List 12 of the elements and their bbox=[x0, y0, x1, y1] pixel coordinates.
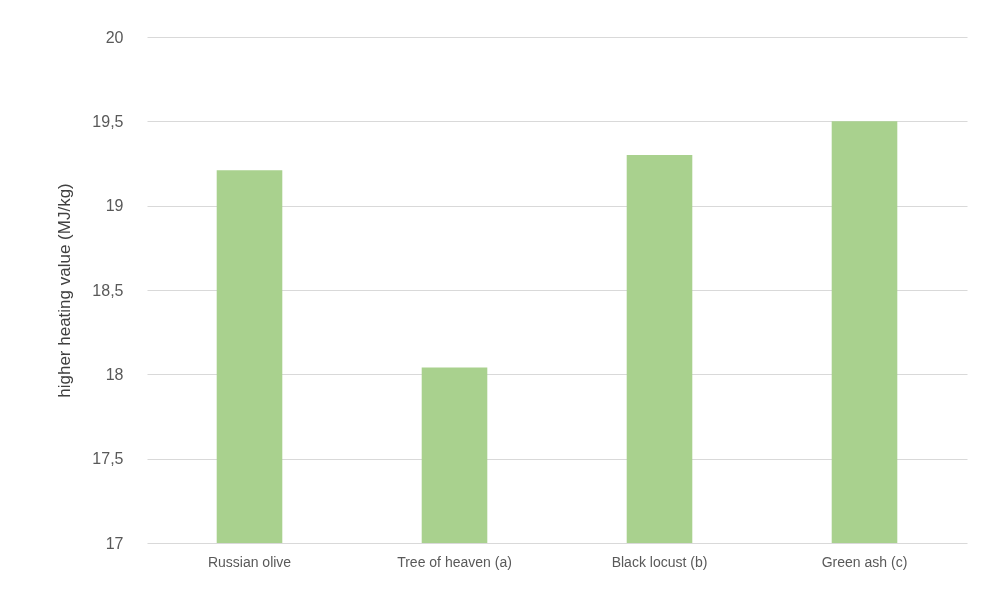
x-tick-label: Green ash (c) bbox=[821, 553, 908, 570]
y-tick-label: 20 bbox=[105, 28, 124, 46]
x-tick-label: Tree of heaven (a) bbox=[397, 553, 512, 570]
x-tick-label: Black locust (b) bbox=[611, 553, 708, 570]
y-tick-label: 17,5 bbox=[92, 450, 124, 468]
y-tick-label: 19,5 bbox=[92, 112, 124, 130]
y-tick-label: 19 bbox=[105, 197, 124, 215]
y-tick-label: 17 bbox=[105, 534, 124, 552]
y-axis-title: higher heating value (MJ/kg) bbox=[55, 183, 75, 398]
y-tick-label: 18 bbox=[105, 365, 124, 383]
x-tick-label: Russian olive bbox=[207, 553, 292, 570]
y-tick-label: 18,5 bbox=[92, 281, 124, 299]
